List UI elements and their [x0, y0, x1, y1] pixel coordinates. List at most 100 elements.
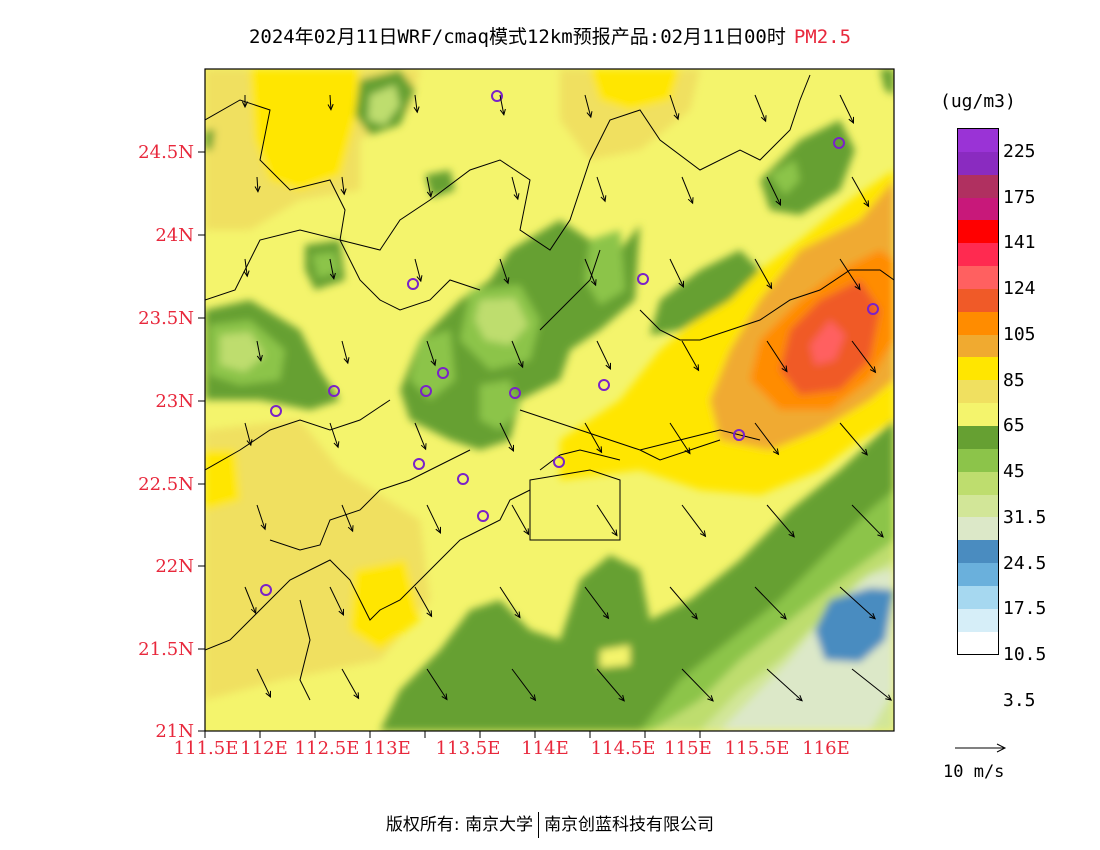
wind-arrow-head: [260, 523, 267, 531]
wind-arrow-head: [327, 103, 334, 111]
wind-arrow-head: [788, 530, 795, 538]
wind-reference-arrow: [955, 743, 1007, 753]
wind-arrow: [669, 422, 691, 454]
legend-label: 24.5: [1003, 553, 1047, 574]
wind-arrow: [766, 340, 788, 372]
wind-arrow: [669, 586, 698, 620]
title-text: 2024年02月11日WRF/cmaq模式12km预报产品:02月11日00时: [248, 26, 786, 48]
legend-swatch: [958, 220, 998, 244]
legend-swatch: [958, 266, 998, 289]
wind-arrow: [766, 176, 781, 206]
concentration-field: [205, 69, 894, 731]
wind-arrow-head: [250, 607, 257, 615]
wind-arrow-head: [503, 277, 510, 285]
wind-arrow-head: [611, 529, 618, 537]
legend-swatch: [958, 129, 998, 152]
y-tick-label: 22.5N: [138, 474, 194, 495]
wind-arrow-head: [596, 446, 603, 454]
wind-arrow: [414, 258, 422, 282]
boundary-lines: [205, 74, 894, 701]
wind-arrow: [681, 504, 706, 537]
wind-arrow: [839, 586, 876, 620]
wind-arrow: [596, 668, 625, 702]
wind-arrow-head: [430, 359, 437, 367]
wind-arrow: [584, 422, 603, 453]
wind-arrow: [414, 422, 427, 450]
wind-arrow-head: [605, 362, 611, 370]
wind-arrow-head: [517, 361, 524, 369]
wind-arrow-head: [861, 448, 868, 456]
wind-arrow-head: [353, 692, 360, 700]
legend-label: 85: [1003, 370, 1025, 391]
wind-arrow: [414, 586, 433, 617]
wind-arrow: [584, 258, 597, 286]
wind-arrow-head: [780, 613, 787, 620]
legend-swatch: [958, 403, 998, 426]
wind-arrow: [596, 176, 606, 202]
wind-arrow: [244, 586, 257, 614]
wind-arrow-head: [329, 272, 336, 280]
x-tick-label: 115E: [664, 738, 712, 759]
legend-swatch: [958, 563, 998, 586]
legend-swatch: [958, 243, 998, 267]
wind-arrow: [669, 258, 684, 288]
y-tick-label: 21N: [155, 721, 194, 742]
legend-label: 141: [1003, 232, 1036, 253]
wind-arrow: [754, 586, 787, 620]
wind-arrow: [851, 176, 870, 207]
wind-arrow-head: [441, 693, 448, 701]
legend-label: 124: [1003, 278, 1036, 299]
wind-arrow-head: [340, 188, 347, 196]
wind-arrow: [766, 668, 803, 702]
legend-swatch: [958, 380, 998, 404]
wind-arrow-head: [499, 108, 506, 116]
wind-arrow-head: [760, 115, 767, 123]
wind-arrow-head: [420, 443, 427, 451]
wind-arrow-head: [590, 279, 597, 287]
color-legend: [957, 128, 999, 656]
wind-arrow-head: [885, 694, 893, 701]
wind-arrow: [329, 422, 339, 448]
wind-arrow: [681, 668, 714, 702]
wind-arrow-head: [426, 610, 433, 618]
y-tick-label: 24.5N: [138, 142, 194, 163]
wind-arrow: [256, 176, 259, 192]
wind-arrow-head: [600, 195, 607, 203]
wind-arrow: [426, 340, 436, 366]
wind-arrow: [256, 340, 262, 361]
wind-arrow: [669, 94, 679, 120]
wind-arrow: [851, 340, 876, 373]
wind-arrow-head: [254, 185, 261, 193]
legend-label: 17.5: [1003, 598, 1047, 619]
legend-label: 105: [1003, 324, 1036, 345]
plot-frame: [204, 68, 895, 732]
wind-arrow: [851, 504, 884, 538]
wind-arrow-head: [256, 354, 263, 362]
wind-arrow: [511, 176, 519, 200]
legend-unit: (ug/m3): [940, 91, 1016, 112]
wind-arrow-head: [508, 444, 514, 452]
wind-arrow: [341, 176, 345, 195]
wind-arrow-head: [854, 283, 861, 291]
legend-swatch: [958, 174, 998, 198]
wind-arrow-head: [435, 526, 441, 534]
x-tick-label: 114E: [521, 738, 569, 759]
wind-arrow: [341, 340, 349, 364]
y-tick-label: 21.5N: [138, 639, 194, 660]
legend-label: 65: [1003, 415, 1025, 436]
wind-arrow-head: [687, 197, 694, 205]
wind-arrow: [329, 258, 335, 279]
wind-arrow-head: [691, 612, 698, 620]
wind-arrow-head: [523, 528, 530, 536]
wind-arrow-head: [529, 694, 537, 702]
legend-swatch: [958, 540, 998, 564]
wind-arrow: [511, 504, 530, 535]
wind-arrow: [499, 586, 521, 618]
copyright-line: 版权所有: 南京大学 南京创蓝科技有限公司: [0, 810, 1100, 838]
wind-arrow: [596, 340, 611, 370]
wind-arrow-head: [707, 695, 714, 702]
x-tick-label: 111.5E: [173, 738, 239, 759]
wind-arrow-head: [678, 280, 684, 288]
wind-arrow: [341, 668, 360, 699]
